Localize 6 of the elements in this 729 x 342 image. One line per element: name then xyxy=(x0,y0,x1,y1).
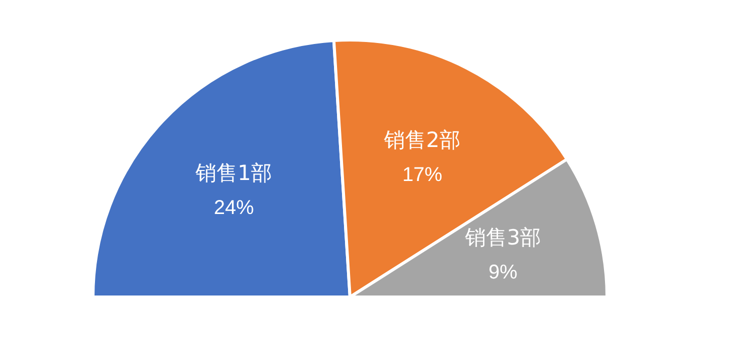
data-label: 17% xyxy=(402,164,443,186)
slice-label: 销售2部 xyxy=(383,128,461,152)
slice-label: 销售3部 xyxy=(464,226,542,250)
data-label: 24% xyxy=(214,196,254,219)
slice-label: 销售1部 xyxy=(194,160,272,185)
data-label: 9% xyxy=(488,262,518,284)
